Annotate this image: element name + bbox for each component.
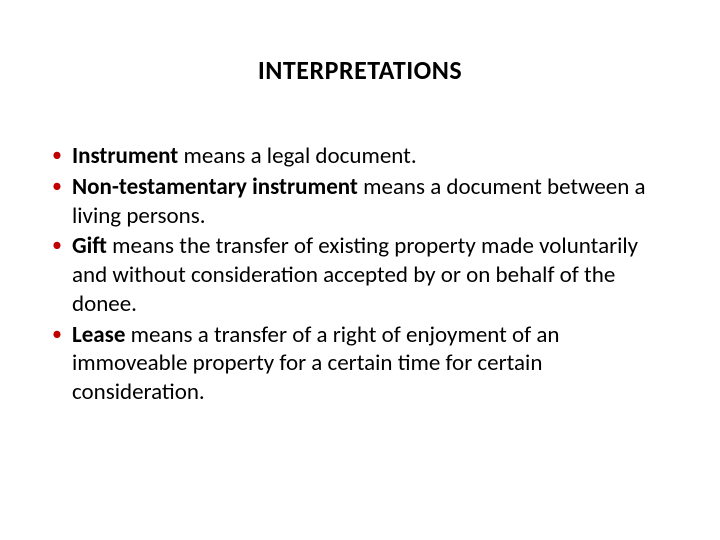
bullet-list: Instrument means a legal document. Non-t…	[44, 142, 664, 407]
definition-text: means the transfer of existing property …	[72, 232, 638, 318]
definition-text: means a transfer of a right of enjoyment…	[72, 321, 560, 407]
term: Lease	[72, 321, 125, 349]
slide-title: INTERPRETATIONS	[56, 54, 664, 86]
list-item: Gift means the transfer of existing prop…	[44, 232, 664, 318]
list-item: Lease means a transfer of a right of enj…	[44, 321, 664, 407]
term: Non-testamentary instrument	[72, 173, 358, 201]
slide: INTERPRETATIONS Instrument means a legal…	[0, 0, 720, 540]
list-item: Instrument means a legal document.	[44, 142, 664, 171]
list-item: Non-testamentary instrument means a docu…	[44, 173, 664, 231]
definition-text: means a legal document.	[178, 142, 416, 170]
term: Gift	[72, 232, 107, 260]
term: Instrument	[72, 142, 178, 170]
